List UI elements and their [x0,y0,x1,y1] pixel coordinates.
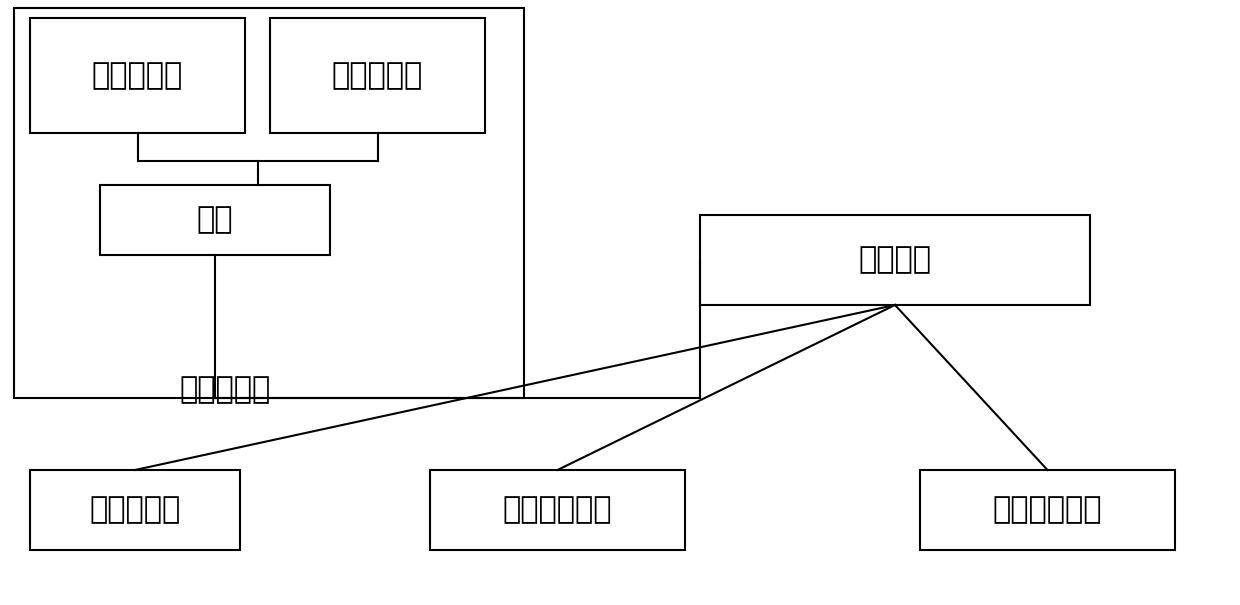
Text: 光谱分析设备: 光谱分析设备 [993,495,1102,525]
Text: 控制设备: 控制设备 [858,246,931,275]
Bar [30,18,246,133]
Bar [14,8,525,398]
Bar [430,470,684,550]
Text: 第一机械臂: 第一机械臂 [92,61,184,90]
Bar [30,470,241,550]
Text: 取样机器人: 取样机器人 [180,376,270,405]
Text: 第二机械臂: 第二机械臂 [332,61,423,90]
Text: 光谱探测设备: 光谱探测设备 [502,495,613,525]
Text: 脉冲激光器: 脉冲激光器 [89,495,181,525]
Text: 底座: 底座 [197,206,233,235]
Bar [701,215,1090,305]
Bar [100,185,330,255]
Bar [920,470,1176,550]
Bar [270,18,485,133]
